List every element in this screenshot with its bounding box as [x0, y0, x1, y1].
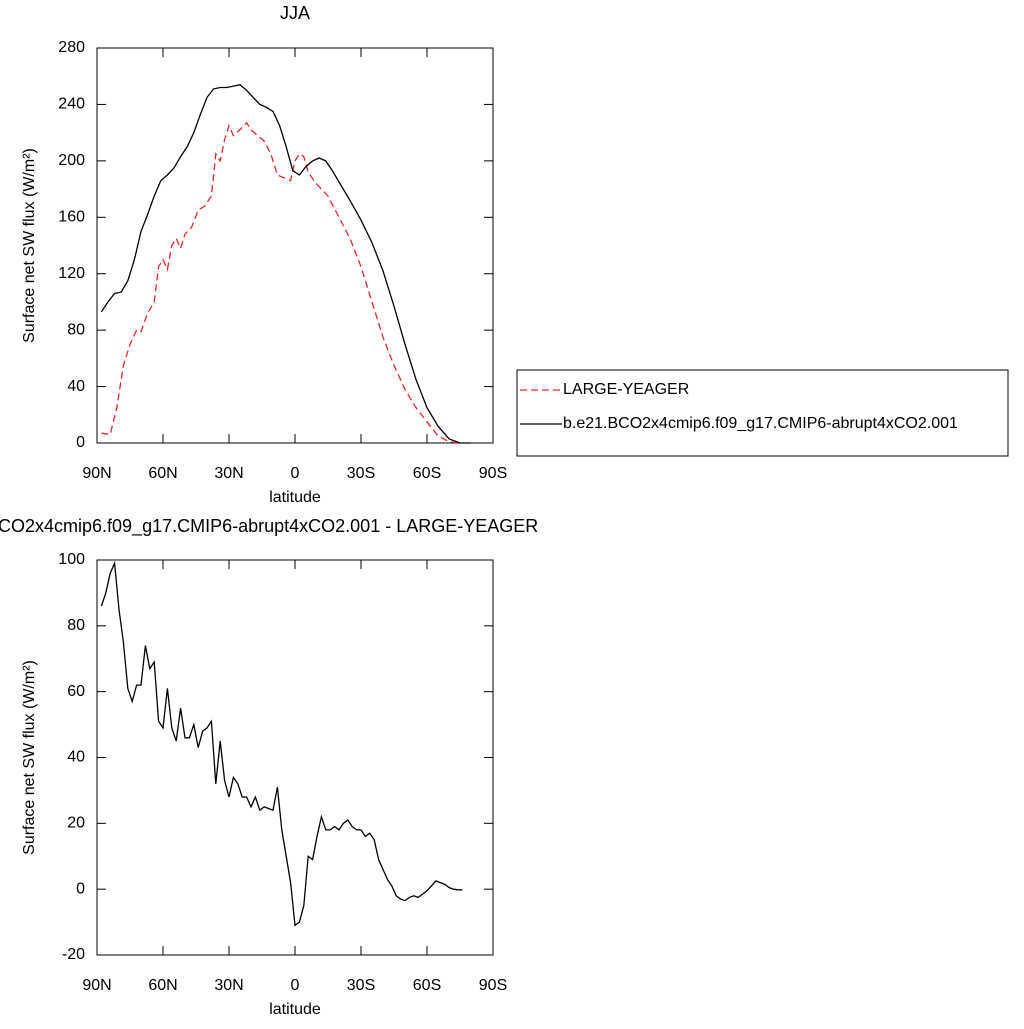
x-tick-label: 60S [413, 465, 441, 482]
x-tick-label: 90S [479, 465, 507, 482]
y-tick-label: 20 [67, 815, 85, 832]
data-line [101, 121, 461, 444]
y-axis-label: Surface net SW flux (W/m²) [21, 660, 38, 855]
x-tick-label: 90N [82, 977, 111, 994]
y-tick-label: 200 [58, 152, 85, 169]
x-tick-label: 60S [413, 977, 441, 994]
y-tick-label: 120 [58, 265, 85, 282]
legend-label: LARGE-YEAGER [563, 381, 689, 398]
y-tick-label: 160 [58, 209, 85, 226]
plot-frame [96, 559, 494, 956]
x-tick-label: 90N [82, 465, 111, 482]
x-tick-label: 30S [347, 465, 375, 482]
y-tick-label: 40 [67, 749, 85, 766]
legend-label: b.e21.BCO2x4cmip6.f09_g17.CMIP6-abrupt4x… [563, 415, 958, 432]
y-tick-label: 100 [58, 551, 85, 568]
chart-title: CO2x4cmip6.f09_g17.CMIP6-abrupt4xCO2.001… [0, 516, 538, 537]
chart-title: JJA [280, 3, 310, 23]
x-tick-label: 30N [214, 977, 243, 994]
y-tick-label: 60 [67, 683, 85, 700]
y-tick-label: 280 [58, 39, 85, 56]
y-tick-label: 0 [76, 880, 85, 897]
x-tick-label: 0 [291, 977, 300, 994]
x-axis-label: latitude [269, 1001, 321, 1018]
y-tick-label: 0 [76, 434, 85, 451]
plot-frame [96, 47, 494, 444]
x-tick-label: 60N [148, 977, 177, 994]
x-axis-label: latitude [269, 489, 321, 506]
x-tick-label: 60N [148, 465, 177, 482]
x-tick-label: 30S [347, 977, 375, 994]
x-tick-label: 30N [214, 465, 243, 482]
x-tick-label: 0 [291, 465, 300, 482]
x-tick-label: 90S [479, 977, 507, 994]
y-tick-label: 80 [67, 617, 85, 634]
y-tick-label: -20 [62, 946, 85, 963]
y-tick-label: 40 [67, 378, 85, 395]
y-tick-label: 80 [67, 321, 85, 338]
data-line [100, 560, 463, 927]
legend-box [516, 369, 1009, 457]
y-tick-label: 240 [58, 96, 85, 113]
data-line [100, 83, 471, 444]
y-axis-label: Surface net SW flux (W/m²) [21, 148, 38, 343]
